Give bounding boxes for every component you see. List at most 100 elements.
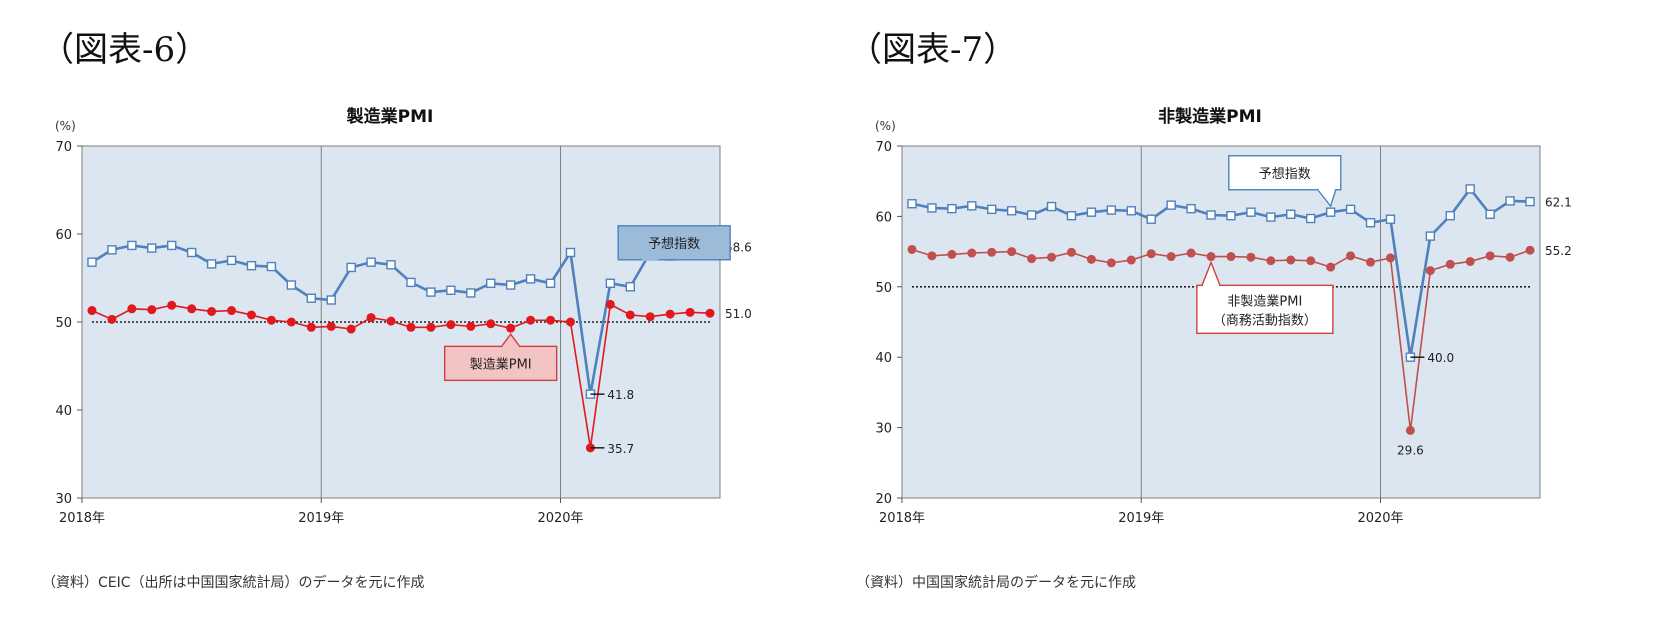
- data-point-circle: [1266, 256, 1276, 266]
- data-point-square: [565, 247, 576, 258]
- data-point-circle: [87, 306, 97, 316]
- callout-label: 予想指数: [648, 236, 700, 252]
- data-point-square: [1186, 203, 1196, 214]
- data-point-circle: [386, 316, 396, 326]
- data-point-square: [1026, 210, 1037, 220]
- y-tick-label: 50: [55, 316, 72, 331]
- data-point-circle: [167, 300, 177, 310]
- data-point-circle: [1007, 247, 1017, 257]
- data-point-circle: [346, 324, 356, 334]
- callout-box: [443, 345, 558, 382]
- data-point-circle: [1346, 251, 1356, 261]
- y-tick-label: 30: [875, 422, 892, 437]
- data-point-circle: [426, 322, 436, 332]
- data-point-circle: [187, 304, 197, 314]
- data-point-circle: [685, 307, 695, 317]
- data-point-square: [947, 203, 957, 214]
- data-point-square: [625, 282, 635, 292]
- data-point-square: [306, 293, 316, 303]
- data-point-circle: [927, 251, 937, 261]
- x-tick-label: 2018年: [879, 511, 925, 526]
- data-point-square: [167, 240, 177, 251]
- chart-title: 製造業PMI: [346, 106, 434, 127]
- data-point-square: [1066, 210, 1077, 221]
- data-point-square: [1226, 210, 1236, 221]
- callout-box: [1228, 155, 1342, 191]
- data-point-square: [525, 274, 536, 284]
- data-point-circle: [326, 321, 336, 331]
- data-point-circle: [1027, 254, 1037, 264]
- data-point-circle: [967, 248, 977, 258]
- data-point-circle: [246, 310, 256, 320]
- data-point-square: [206, 259, 217, 269]
- y-tick-label: 20: [875, 492, 892, 507]
- data-point-square: [1086, 207, 1097, 217]
- data-point-circle: [1086, 254, 1096, 264]
- data-point-square: [1046, 201, 1057, 212]
- y-tick-label: 60: [55, 228, 72, 243]
- data-point-circle: [486, 319, 496, 329]
- x-tick-label: 2019年: [1118, 511, 1164, 526]
- data-point-circle: [1385, 253, 1395, 263]
- end-value-label: 62.1: [1545, 196, 1572, 210]
- x-tick-label: 2019年: [298, 511, 344, 526]
- data-point-circle: [907, 244, 917, 254]
- data-point-square: [1286, 209, 1296, 219]
- data-point-circle: [1485, 251, 1495, 261]
- data-point-circle: [466, 321, 476, 331]
- data-point-square: [127, 240, 137, 251]
- data-point-circle: [366, 313, 376, 323]
- data-point-circle: [446, 320, 456, 330]
- data-point-circle: [127, 304, 137, 314]
- callout-box: [1196, 284, 1334, 335]
- data-point-square: [987, 204, 997, 215]
- data-point-square: [446, 285, 456, 296]
- end-value-label: 51.0: [725, 307, 752, 321]
- data-point-circle: [1106, 258, 1116, 268]
- value-label: 40.0: [1427, 351, 1454, 365]
- figure-6-source-note: （資料）CEIC（出所は中国国家統計局）のデータを元に作成: [42, 575, 425, 591]
- data-point-circle: [1425, 266, 1435, 276]
- data-point-square: [1246, 207, 1256, 217]
- data-point-circle: [306, 322, 316, 332]
- data-point-circle: [207, 306, 217, 316]
- data-point-square: [486, 278, 496, 288]
- y-tick-label: 30: [55, 492, 72, 507]
- data-point-circle: [1405, 425, 1415, 435]
- data-point-circle: [1445, 259, 1455, 269]
- data-point-square: [466, 288, 476, 298]
- figure-6-label: （図表-6）: [40, 30, 210, 70]
- data-point-square: [1365, 218, 1376, 228]
- data-point-circle: [1306, 256, 1316, 266]
- data-point-square: [426, 287, 436, 297]
- data-point-circle: [406, 322, 416, 332]
- data-point-circle: [1525, 245, 1535, 255]
- data-point-square: [1505, 196, 1515, 206]
- data-point-circle: [987, 247, 997, 257]
- data-point-circle: [147, 305, 157, 315]
- data-point-circle: [1286, 255, 1296, 265]
- data-point-circle: [1047, 252, 1057, 262]
- data-point-square: [1425, 231, 1436, 241]
- value-label: 41.8: [607, 388, 634, 402]
- data-point-square: [107, 245, 117, 255]
- data-point-circle: [1186, 248, 1196, 258]
- data-point-square: [186, 247, 197, 258]
- data-point-square: [266, 261, 277, 272]
- data-point-square: [1206, 210, 1216, 220]
- data-point-circle: [1226, 252, 1236, 262]
- data-point-square: [1006, 206, 1017, 216]
- data-point-square: [1325, 207, 1336, 217]
- value-label: 29.6: [1397, 443, 1424, 457]
- callout-box: [617, 225, 731, 261]
- callout-sublabel: （商務活動指数）: [1213, 313, 1317, 328]
- data-point-circle: [506, 323, 516, 333]
- data-point-circle: [1465, 256, 1475, 266]
- data-point-square: [366, 257, 376, 267]
- data-point-square: [907, 199, 917, 209]
- data-point-square: [406, 277, 416, 288]
- data-point-square: [1126, 206, 1136, 216]
- data-point-square: [1146, 214, 1156, 224]
- data-point-circle: [266, 315, 276, 325]
- data-point-square: [605, 278, 616, 288]
